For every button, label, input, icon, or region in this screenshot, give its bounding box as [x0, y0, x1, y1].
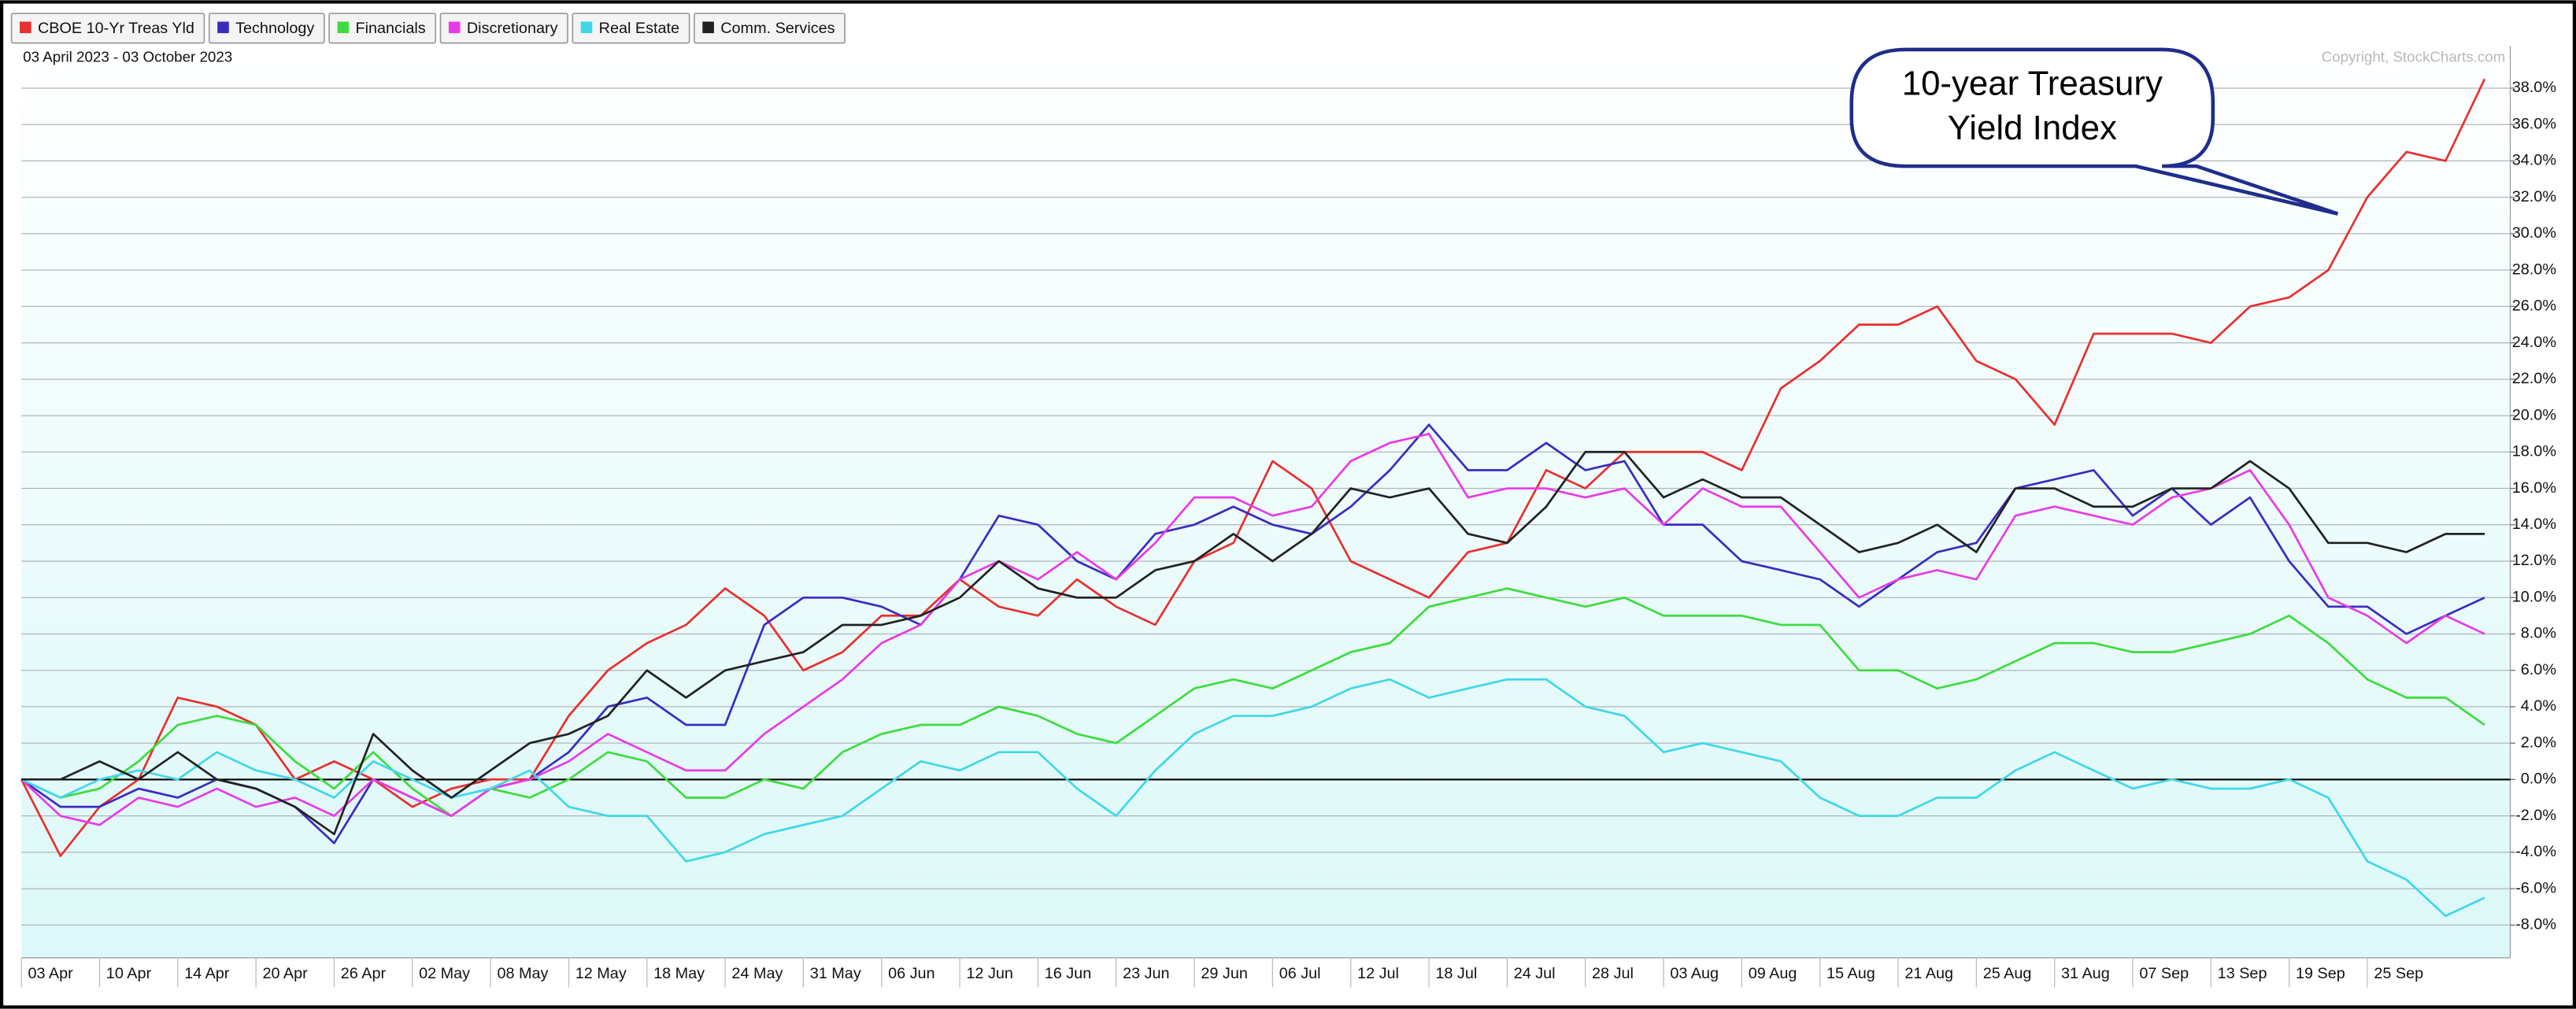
legend-item: Comm. Services	[694, 13, 846, 44]
callout-text: 10-year Treasury	[1902, 64, 2163, 102]
y-tick-label: 8.0%	[2521, 625, 2556, 642]
x-tick-label: 25 Sep	[2374, 965, 2423, 982]
x-tick-label: 03 Apr	[28, 965, 73, 982]
legend-swatch	[217, 21, 229, 34]
y-tick-label: 38.0%	[2512, 79, 2556, 96]
y-tick-label: 0.0%	[2521, 771, 2556, 788]
legend-swatch	[702, 21, 714, 34]
legend-box	[328, 13, 437, 44]
y-tick-label: 30.0%	[2512, 224, 2556, 242]
x-tick-label: 18 May	[653, 965, 705, 982]
grid	[20, 87, 2515, 988]
x-tick-label: 12 Jul	[1357, 965, 1399, 982]
y-tick-label: 4.0%	[2521, 697, 2556, 715]
callout: 10-year Treasury Yield Index	[1849, 47, 2339, 216]
legend-label: Comm. Services	[720, 20, 835, 37]
legend-box	[572, 13, 690, 44]
x-tick-label: 31 Aug	[2061, 965, 2110, 982]
legend-swatch	[337, 21, 350, 34]
x-tick-label: 18 Jul	[1435, 965, 1477, 982]
legend-item: Technology	[208, 13, 325, 44]
legend-swatch	[20, 21, 31, 34]
x-tick-label: 29 Jun	[1201, 965, 1248, 982]
lines	[20, 78, 2486, 918]
x-tick-label: 07 Sep	[2139, 965, 2189, 982]
y-tick-label: 12.0%	[2512, 552, 2556, 569]
series-line	[20, 78, 2486, 857]
legend-item: Real Estate	[572, 13, 690, 44]
y-tick-label: 34.0%	[2512, 152, 2556, 169]
legend-box	[694, 13, 846, 44]
legend-swatch	[448, 21, 461, 34]
legend-item: CBOE 10-Yr Treas Yld	[10, 13, 205, 44]
callout-text: Yield Index	[1948, 109, 2117, 147]
x-tick-label: 21 Aug	[1904, 965, 1953, 982]
legend-item: Financials	[328, 13, 437, 44]
y-tick-label: -4.0%	[2515, 843, 2556, 860]
y-tick-label: -6.0%	[2515, 879, 2556, 896]
y-tick-label: 14.0%	[2512, 516, 2556, 533]
plot-area	[21, 46, 2511, 958]
y-tick-label: 36.0%	[2512, 115, 2556, 132]
date-range: 03 April 2023 - 03 October 2023	[23, 48, 232, 65]
y-tick-label: -2.0%	[2515, 807, 2556, 824]
x-tick-label: 20 Apr	[262, 965, 308, 982]
legend-swatch	[580, 21, 593, 34]
x-tick-label: 31 May	[810, 965, 861, 982]
x-tick-label: 10 Apr	[106, 965, 152, 982]
legend-label: Financials	[356, 20, 426, 37]
x-tick-label: 19 Sep	[2296, 965, 2345, 982]
y-tick-label: 24.0%	[2512, 334, 2556, 351]
series-line	[20, 587, 2485, 818]
legend-label: CBOE 10-Yr Treas Yld	[38, 20, 194, 37]
x-tick-label: 06 Jul	[1279, 965, 1321, 982]
y-tick-label: 22.0%	[2512, 370, 2556, 387]
y-tick-label: 10.0%	[2512, 588, 2556, 605]
x-tick-label: 23 Jun	[1123, 965, 1169, 982]
series-line	[20, 678, 2485, 918]
legend-box	[439, 13, 568, 44]
y-tick-label: 20.0%	[2512, 406, 2556, 423]
x-tick-label: 25 Aug	[1983, 965, 2032, 982]
x-tick-label: 09 Aug	[1749, 965, 1797, 982]
x-tick-label: 03 Aug	[1670, 965, 1719, 982]
x-tick-label: 02 May	[419, 965, 470, 982]
legend-label: Real Estate	[599, 20, 679, 37]
x-tick-label: 26 Apr	[341, 965, 387, 982]
y-tick-label: 18.0%	[2512, 443, 2556, 460]
series-line	[20, 432, 2485, 826]
x-tick-label: 24 May	[731, 965, 783, 982]
x-tick-label: 13 Sep	[2218, 965, 2267, 982]
copyright: Copyright, StockCharts.com	[2322, 48, 2506, 65]
x-tick-label: 08 May	[497, 965, 548, 982]
y-tick-label: 26.0%	[2512, 298, 2556, 315]
legend: CBOE 10-Yr Treas Yld Technology Financials…	[10, 13, 846, 44]
y-tick-label: 28.0%	[2512, 261, 2556, 278]
x-tick-label: 06 Jun	[888, 965, 935, 982]
x-tick-label: 12 Jun	[966, 965, 1013, 982]
x-tick-label: 16 Jun	[1045, 965, 1092, 982]
y-tick-label: 16.0%	[2512, 479, 2556, 497]
series-line	[21, 450, 2485, 836]
legend-item: Discretionary	[439, 13, 568, 44]
y-tick-label: 32.0%	[2512, 188, 2556, 205]
legend-box	[10, 13, 205, 44]
legend-label: Discretionary	[467, 20, 558, 37]
legend-label: Technology	[235, 20, 314, 37]
y-tick-label: 2.0%	[2521, 734, 2556, 751]
legend-box	[208, 13, 325, 44]
x-tick-label: 15 Aug	[1827, 965, 1875, 982]
y-tick-label: -8.0%	[2515, 916, 2556, 933]
x-tick-label: 24 Jul	[1514, 965, 1556, 982]
x-tick-label: 28 Jul	[1592, 965, 1634, 982]
y-tick-label: 6.0%	[2521, 661, 2556, 678]
x-tick-label: 14 Apr	[184, 965, 230, 982]
x-tick-label: 12 May	[576, 965, 627, 982]
callout-shape	[1849, 47, 2339, 216]
